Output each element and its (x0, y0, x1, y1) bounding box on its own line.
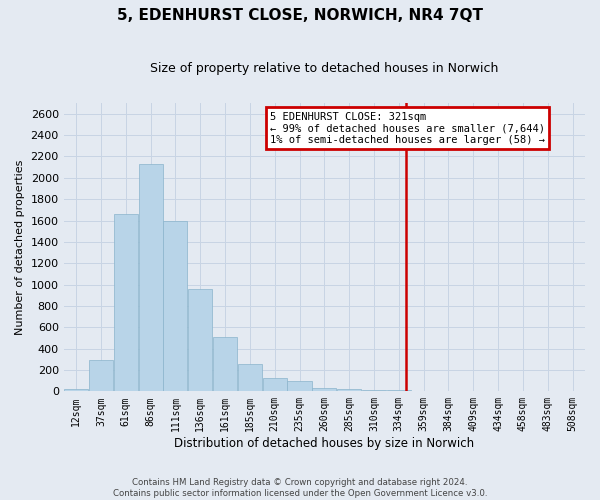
Bar (436, 391, 461, 392)
Bar (213, 338, 237, 392)
Y-axis label: Number of detached properties: Number of detached properties (15, 160, 25, 335)
Bar (139, 164, 163, 392)
Bar (387, 390, 411, 392)
Bar (362, 390, 386, 392)
Bar (238, 364, 262, 392)
Bar (64, 389, 88, 392)
Bar (287, 381, 311, 392)
Bar (113, 214, 138, 392)
Bar (89, 360, 113, 392)
Bar (412, 391, 436, 392)
X-axis label: Distribution of detached houses by size in Norwich: Distribution of detached houses by size … (174, 437, 475, 450)
Bar (337, 388, 361, 392)
Bar (263, 378, 287, 392)
Text: 5, EDENHURST CLOSE, NORWICH, NR4 7QT: 5, EDENHURST CLOSE, NORWICH, NR4 7QT (117, 8, 483, 22)
Bar (312, 388, 337, 392)
Bar (188, 289, 212, 392)
Text: Contains HM Land Registry data © Crown copyright and database right 2024.
Contai: Contains HM Land Registry data © Crown c… (113, 478, 487, 498)
Title: Size of property relative to detached houses in Norwich: Size of property relative to detached ho… (150, 62, 499, 76)
Bar (163, 220, 187, 392)
Text: 5 EDENHURST CLOSE: 321sqm
← 99% of detached houses are smaller (7,644)
1% of sem: 5 EDENHURST CLOSE: 321sqm ← 99% of detac… (270, 112, 545, 145)
